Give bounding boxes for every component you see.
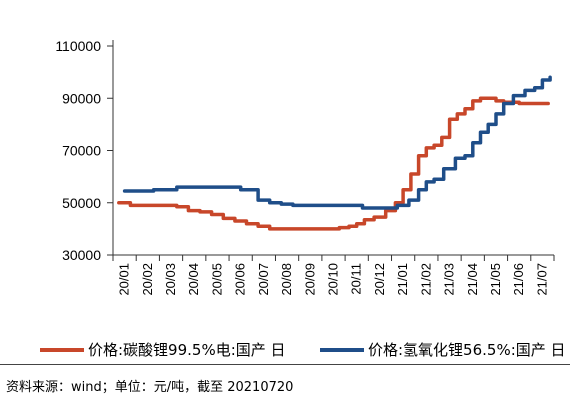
- x-axis: 20/01 20/02 20/03 20/04 20/05 20/06 20/07 20/08…: [112, 254, 555, 296]
- series-line-lithium-hydroxide: [122, 75, 552, 210]
- legend-swatch-lithium-hydroxide: [320, 347, 364, 352]
- x-tick-label: 21/07: [534, 263, 549, 296]
- x-tick-label: 21/06: [511, 263, 526, 296]
- y-tick-label: 70000: [62, 143, 101, 159]
- legend-divider: [0, 364, 570, 365]
- legend-swatch-lithium-carbonate: [40, 347, 84, 352]
- y-axis: 30000 50000 70000 90000 110000: [55, 38, 114, 263]
- x-tick-label: 21/01: [395, 263, 410, 296]
- x-tick-label: 20/07: [256, 263, 271, 296]
- x-tick-label: 20/03: [163, 263, 178, 296]
- series-layer: [117, 75, 552, 231]
- x-tick-label: 21/02: [418, 263, 433, 296]
- legend-label-lithium-carbonate: 价格:碳酸锂99.5%电:国产 日: [88, 341, 286, 359]
- x-tick-label: 20/04: [186, 263, 201, 296]
- x-tick-label: 21/05: [488, 263, 503, 296]
- x-tick-label: 20/09: [302, 263, 317, 296]
- y-tick-label: 30000: [62, 247, 101, 263]
- x-tick-label: 20/06: [233, 263, 248, 296]
- legend-label-lithium-hydroxide: 价格:氢氧化锂56.5%:国产 日: [368, 341, 566, 359]
- legend-item-lithium-hydroxide: 价格:氢氧化锂56.5%:国产 日: [320, 339, 566, 360]
- series-line-lithium-carbonate: [117, 96, 550, 231]
- x-tick-label: 21/04: [465, 263, 480, 296]
- x-tick-label: 20/05: [209, 263, 224, 296]
- x-tick-label: 20/01: [117, 263, 132, 296]
- source-footnote: 资料来源：wind；单位：元/吨，截至 20210720: [6, 380, 294, 395]
- legend: 价格:碳酸锂99.5%电:国产 日 价格:氢氧化锂56.5%:国产 日: [0, 333, 587, 365]
- x-tick-label: 20/08: [279, 263, 294, 296]
- legend-item-lithium-carbonate: 价格:碳酸锂99.5%电:国产 日: [40, 339, 286, 360]
- x-tick-label: 20/02: [140, 263, 155, 296]
- y-tick-label: 110000: [55, 38, 101, 54]
- x-tick-label: 20/12: [372, 263, 387, 296]
- x-tick-label: 20/11: [349, 263, 364, 295]
- y-tick-label: 50000: [62, 195, 101, 211]
- x-tick-label: 20/10: [326, 263, 341, 296]
- y-tick-label: 90000: [62, 90, 101, 106]
- x-tick-label: 21/03: [442, 263, 457, 296]
